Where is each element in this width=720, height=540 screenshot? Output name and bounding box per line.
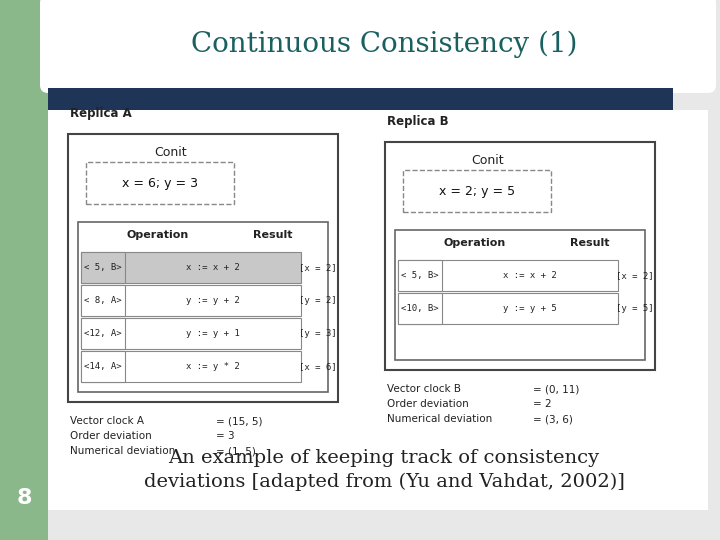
Text: Order deviation: Order deviation	[70, 431, 152, 441]
Text: Replica A: Replica A	[70, 107, 132, 120]
Bar	[81, 351, 301, 382]
Bar	[81, 318, 301, 349]
Text: [x = 2]: [x = 2]	[616, 271, 654, 280]
Bar	[81, 252, 125, 283]
Text: < 8, A>: < 8, A>	[84, 296, 122, 305]
Bar	[398, 260, 618, 291]
Text: <12, A>: <12, A>	[84, 329, 122, 338]
Text: Operation: Operation	[127, 230, 189, 240]
Text: 8: 8	[17, 488, 32, 508]
Text: x := y * 2: x := y * 2	[186, 362, 240, 371]
Bar	[398, 293, 618, 324]
Text: An example of keeping track of consistency: An example of keeping track of consisten…	[168, 449, 600, 467]
Bar	[0, 0, 48, 540]
Text: Conit: Conit	[154, 145, 187, 159]
Text: Replica B: Replica B	[387, 115, 449, 128]
Text: < 5, B>: < 5, B>	[84, 263, 122, 272]
Text: <14, A>: <14, A>	[84, 362, 122, 371]
Bar	[0, 0, 195, 110]
FancyBboxPatch shape	[40, 0, 716, 93]
Text: < 5, B>: < 5, B>	[401, 271, 438, 280]
Text: [y = 2]: [y = 2]	[300, 296, 337, 305]
Bar	[68, 134, 338, 402]
Bar	[81, 285, 301, 316]
Text: = (0, 11): = (0, 11)	[533, 384, 580, 394]
Text: deviations [adapted from (Yu and Vahdat, 2002)]: deviations [adapted from (Yu and Vahdat,…	[143, 473, 624, 491]
Bar	[81, 252, 301, 283]
Text: x := x + 2: x := x + 2	[503, 271, 557, 280]
Bar	[81, 351, 125, 382]
Text: = (1, 5): = (1, 5)	[216, 446, 256, 456]
Bar	[48, 88, 673, 110]
Text: Result: Result	[570, 238, 610, 248]
Text: Continuous Consistency (1): Continuous Consistency (1)	[191, 30, 577, 58]
Bar	[81, 285, 125, 316]
Text: x := x + 2: x := x + 2	[186, 263, 240, 272]
Bar	[48, 110, 708, 510]
Text: Conit: Conit	[472, 153, 504, 166]
Text: x = 2; y = 5: x = 2; y = 5	[439, 185, 515, 198]
Text: x = 6; y = 3: x = 6; y = 3	[122, 177, 198, 190]
Text: Vector clock A: Vector clock A	[70, 416, 144, 426]
Text: [y = 3]: [y = 3]	[300, 329, 337, 338]
Text: = 3: = 3	[216, 431, 235, 441]
Text: y := y + 1: y := y + 1	[186, 329, 240, 338]
Bar	[403, 170, 551, 212]
Text: y := y + 2: y := y + 2	[186, 296, 240, 305]
Text: y := y + 5: y := y + 5	[503, 304, 557, 313]
Text: Numerical deviation: Numerical deviation	[70, 446, 175, 456]
Text: [y = 5]: [y = 5]	[616, 304, 654, 313]
Text: <10, B>: <10, B>	[401, 304, 438, 313]
Text: = (15, 5): = (15, 5)	[216, 416, 263, 426]
Text: Vector clock B: Vector clock B	[387, 384, 461, 394]
Text: Numerical deviation: Numerical deviation	[387, 414, 492, 424]
Text: = 2: = 2	[533, 399, 552, 409]
Text: = (3, 6): = (3, 6)	[533, 414, 573, 424]
Text: [x = 2]: [x = 2]	[300, 263, 337, 272]
Bar	[395, 230, 645, 360]
Bar	[398, 293, 442, 324]
Text: Order deviation: Order deviation	[387, 399, 469, 409]
Bar	[78, 222, 328, 392]
Text: Operation: Operation	[444, 238, 506, 248]
Bar	[86, 162, 234, 204]
Bar	[81, 318, 125, 349]
Bar	[385, 142, 655, 370]
Bar	[398, 260, 442, 291]
Text: [x = 6]: [x = 6]	[300, 362, 337, 371]
Text: Result: Result	[253, 230, 293, 240]
